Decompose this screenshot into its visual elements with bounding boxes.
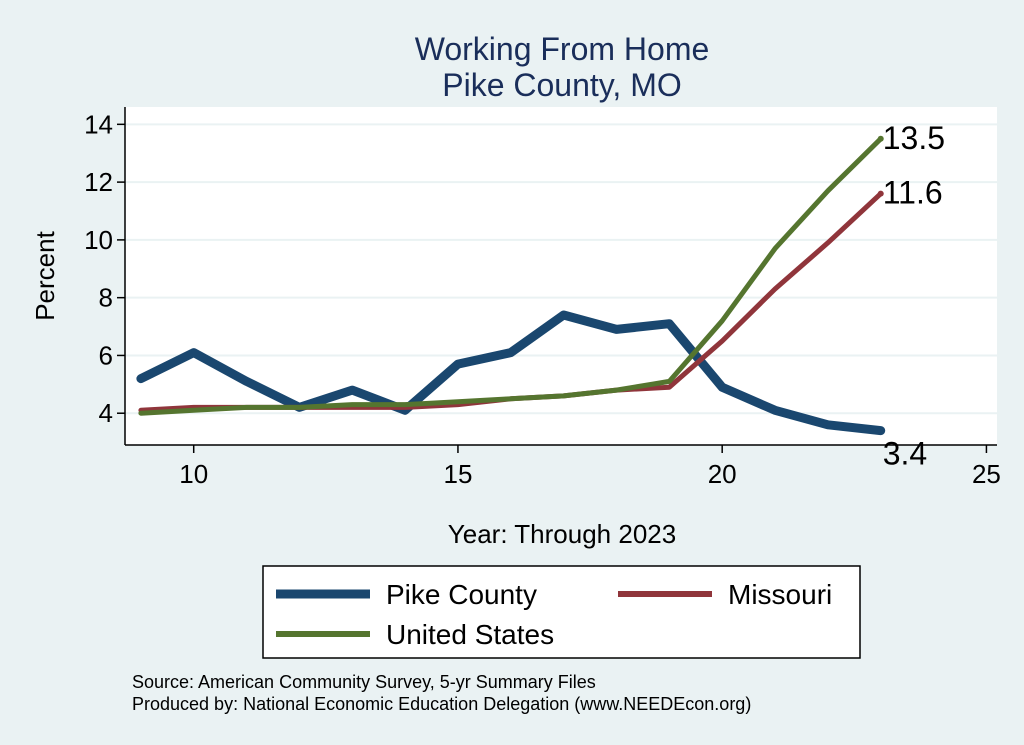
series-end-point-united-states [877,135,884,142]
series-line-pike-county [136,310,886,436]
y-tick-label-10: 10 [84,225,113,255]
y-tick-label-14: 14 [84,109,113,139]
y-tick-label-6: 6 [99,340,113,370]
y-tick-label-12: 12 [84,167,113,197]
y-tick-label-4: 4 [99,398,113,428]
chart-title-line-1: Working From Home [415,31,710,67]
grid-lines [125,123,997,415]
y-axis-title: Percent [30,230,60,320]
x-tick-label-20: 20 [708,459,737,489]
series-end-point-pike-county [877,427,884,434]
axes: 4 6 8 10 12 14 10 15 20 25 [84,107,1001,489]
legend-box [262,565,861,659]
end-labels: 13.5 11.6 3.4 [883,120,945,472]
end-label-missouri: 11.6 [883,175,943,211]
y-tick-label-8: 8 [99,283,113,313]
x-axis-title: Year: Through 2023 [448,519,676,549]
legend-label-pike-county: Pike County [386,579,537,610]
legend-label-missouri: Missouri [728,579,832,610]
chart-title-line-2: Pike County, MO [442,67,681,103]
x-tick-label-25: 25 [972,459,1001,489]
legend: Pike County Missouri United States [262,565,861,659]
series-end-point-missouri [877,190,884,197]
x-tick-label-15: 15 [443,459,472,489]
series-line-united-states [138,136,884,416]
x-tick-label-10: 10 [179,459,208,489]
series-lines [136,135,886,436]
end-label-pike-county: 3.4 [883,436,927,472]
source-note: Source: American Community Survey, 5-yr … [132,672,596,692]
legend-label-united-states: United States [386,619,554,650]
producer-note: Produced by: National Economic Education… [132,694,751,714]
end-label-united-states: 13.5 [883,120,945,156]
